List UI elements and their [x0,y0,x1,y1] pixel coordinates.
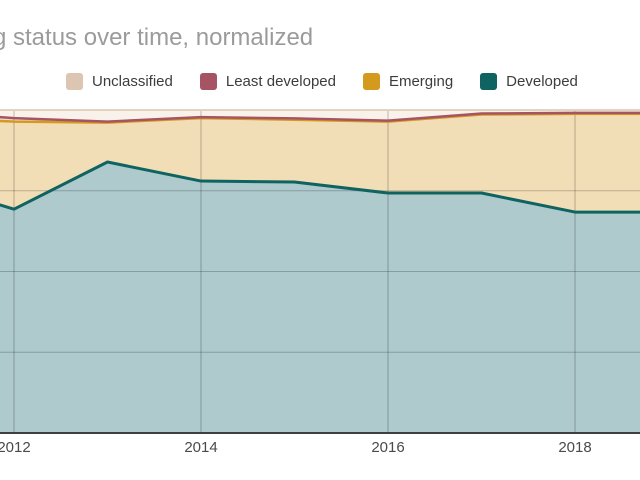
gridline-layer [0,111,640,433]
legend-label: Least developed [225,72,336,90]
legend-item-unclassified[interactable]: Unclassified [66,72,173,90]
legend-item-developed[interactable]: Developed [480,72,578,90]
legend-swatch-emerging-icon [362,72,380,90]
x-tick-2018: 2018 [558,439,591,456]
series-line-layer [0,109,640,214]
chart-title: g status over time, normalized [0,24,314,51]
legend-swatch-developed-icon [480,72,498,90]
x-tick-2012: 2012 [0,439,31,456]
legend-item-emerging[interactable]: Emerging [362,72,454,90]
legend-swatch-least-developed-icon [199,72,217,90]
line-least-developed [0,111,640,123]
x-tick-2016: 2016 [371,439,404,456]
legend-label: Emerging [388,72,454,90]
area-layers [0,110,640,433]
line-developed [0,160,640,214]
area-developed [0,162,640,433]
x-tick-2014: 2014 [184,439,217,456]
legend: Unclassified Least developed Emerging De… [66,71,640,91]
legend-swatch-unclassified-icon [66,72,83,90]
legend-item-least-developed[interactable]: Least developed [199,72,336,90]
area-emerging [0,113,640,213]
legend-label: Unclassified [92,72,173,90]
legend-label: Developed [506,72,578,90]
